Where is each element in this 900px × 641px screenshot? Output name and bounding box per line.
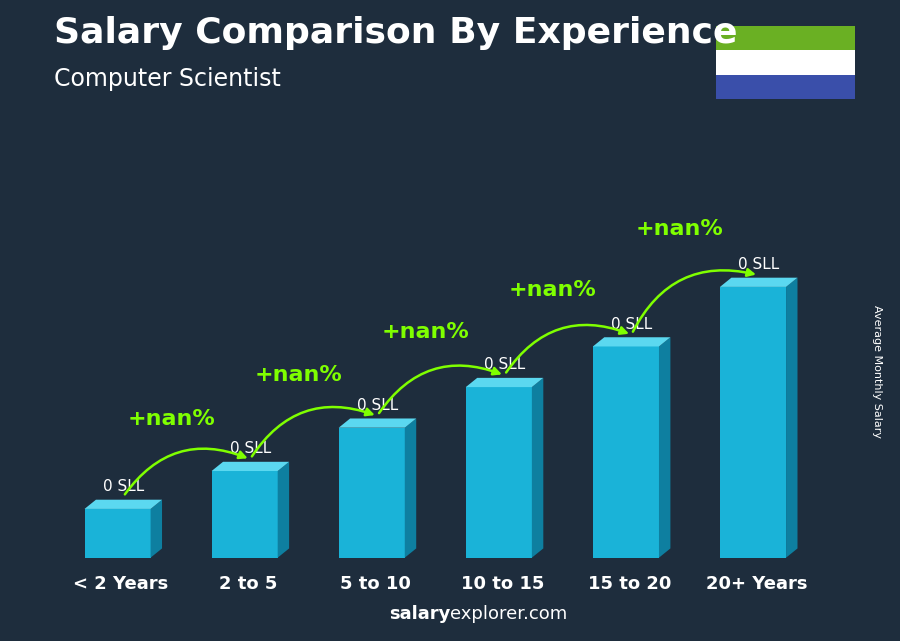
Text: 0 SLL: 0 SLL [738, 257, 779, 272]
Polygon shape [466, 378, 544, 387]
Polygon shape [593, 347, 659, 558]
Text: Average Monthly Salary: Average Monthly Salary [872, 305, 883, 438]
Polygon shape [466, 387, 532, 558]
Polygon shape [720, 278, 797, 287]
Polygon shape [716, 26, 855, 50]
Text: 0 SLL: 0 SLL [356, 398, 398, 413]
Text: Computer Scientist: Computer Scientist [54, 67, 281, 91]
Text: 0 SLL: 0 SLL [230, 441, 271, 456]
Text: +nan%: +nan% [128, 410, 215, 429]
Text: +nan%: +nan% [509, 280, 597, 301]
Polygon shape [338, 419, 416, 428]
Polygon shape [405, 419, 416, 558]
Text: +nan%: +nan% [255, 365, 343, 385]
Text: < 2 Years: < 2 Years [74, 574, 168, 592]
Polygon shape [659, 337, 670, 558]
Text: 10 to 15: 10 to 15 [461, 574, 544, 592]
Polygon shape [338, 428, 405, 558]
Polygon shape [716, 50, 855, 75]
Polygon shape [593, 337, 670, 347]
Text: 20+ Years: 20+ Years [706, 574, 807, 592]
Polygon shape [85, 500, 162, 509]
Polygon shape [212, 462, 289, 471]
Polygon shape [212, 471, 278, 558]
Polygon shape [278, 462, 289, 558]
Text: +nan%: +nan% [382, 322, 470, 342]
Polygon shape [786, 278, 797, 558]
Text: explorer.com: explorer.com [450, 605, 567, 623]
Text: 0 SLL: 0 SLL [611, 317, 652, 331]
Text: Salary Comparison By Experience: Salary Comparison By Experience [54, 16, 737, 50]
Polygon shape [150, 500, 162, 558]
Polygon shape [85, 509, 150, 558]
Polygon shape [720, 287, 786, 558]
Text: 15 to 20: 15 to 20 [588, 574, 671, 592]
Text: 2 to 5: 2 to 5 [219, 574, 277, 592]
Text: salary: salary [389, 605, 450, 623]
Polygon shape [716, 75, 855, 99]
Text: 0 SLL: 0 SLL [103, 479, 144, 494]
Text: 0 SLL: 0 SLL [484, 357, 526, 372]
Text: 5 to 10: 5 to 10 [339, 574, 410, 592]
Text: +nan%: +nan% [636, 219, 724, 239]
Polygon shape [532, 378, 544, 558]
